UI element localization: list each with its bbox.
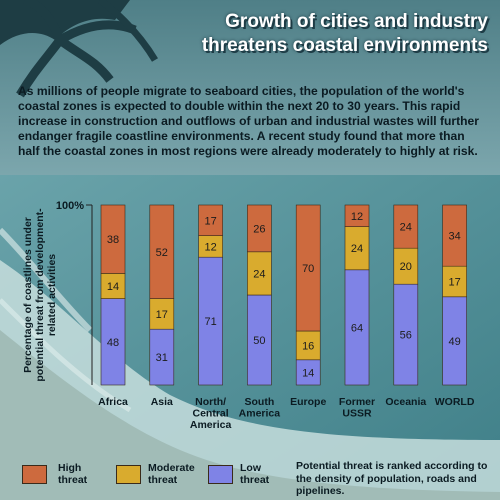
bar-segment-high-threat-6 [393,204,419,249]
data-label-moderate-threat-3: 24 [253,268,265,280]
x-tick-label-7: WORLD [435,396,475,408]
chart-title: Growth of cities and industry threatens … [148,10,488,58]
data-label-moderate-threat-2: 12 [204,241,216,253]
legend-swatch-low [208,465,233,484]
data-label-high-threat-0: 38 [107,234,119,246]
x-tick-label-4: Europe [290,396,326,408]
data-label-moderate-threat-7: 17 [448,277,460,289]
bar-segment-high-threat-2 [198,204,223,236]
data-label-high-threat-3: 26 [253,223,265,235]
x-tick-label-6: Oceania [385,396,426,408]
bar-segment-low-threat-1 [149,328,175,386]
data-label-high-threat-1: 52 [156,247,168,259]
data-label-low-threat-6: 56 [400,330,412,342]
bar-segment-high-threat-4 [295,204,321,332]
x-tick-label-0: Africa [98,396,128,408]
legend-label-low: Low threat [240,462,270,486]
data-label-high-threat-5: 12 [351,211,363,223]
bar-segment-low-threat-7 [442,296,467,386]
legend-swatch-moderate [116,465,141,484]
data-label-moderate-threat-5: 24 [351,243,363,255]
data-label-high-threat-2: 17 [204,215,216,227]
data-label-high-threat-6: 24 [400,222,412,234]
bar-segment-low-threat-6 [393,283,419,386]
bar-segment-low-threat-4 [295,359,321,386]
footnote: Potential threat is ranked according to … [296,460,488,497]
bar-segment-low-threat-0 [100,298,126,386]
title-line-2: threatens coastal environments [201,35,488,56]
data-label-low-threat-0: 48 [107,337,119,349]
bar-segment-high-threat-3 [247,204,272,253]
bar-segment-high-threat-0 [100,204,126,274]
data-label-low-threat-2: 71 [204,316,216,328]
data-label-low-threat-4: 14 [302,367,314,379]
legend-swatch-high [22,465,47,484]
bar-segment-high-threat-5 [344,204,370,227]
bar-segment-moderate-threat-4 [295,330,321,361]
data-label-low-threat-1: 31 [156,352,168,364]
legend-label-high: High threat [58,462,88,486]
bar-segment-moderate-threat-3 [247,251,272,296]
data-label-low-threat-7: 49 [448,336,460,348]
bar-segment-moderate-threat-1 [149,298,175,330]
data-label-low-threat-3: 50 [253,335,265,347]
data-label-moderate-threat-4: 16 [302,340,314,352]
data-label-moderate-threat-6: 20 [400,261,412,273]
data-label-moderate-threat-0: 14 [107,281,119,293]
x-tick-label-5: Former USSR [339,396,375,420]
data-label-moderate-threat-1: 17 [156,309,168,321]
intro-paragraph: As millions of people migrate to seaboar… [18,84,479,158]
bar-segment-moderate-threat-0 [100,273,126,299]
x-tick-label-3: South America [239,396,281,420]
bar-segment-low-threat-3 [247,294,272,386]
x-tick-label-2: North/Central America [190,396,232,431]
data-label-high-threat-4: 70 [302,263,314,275]
bar-segment-high-threat-7 [442,204,467,267]
title-line-1: Growth of cities and industry [225,11,488,32]
x-tick-label-1: Asia [151,396,173,408]
y-tick-label-100: 100% [56,200,84,212]
bar-segment-high-threat-1 [149,204,175,299]
legend-label-moderate: Moderate threat [148,462,195,486]
data-label-low-threat-5: 64 [351,322,363,334]
data-label-high-threat-7: 34 [448,231,460,243]
bar-segment-moderate-threat-5 [344,226,370,271]
bar-segment-low-threat-2 [198,256,223,386]
